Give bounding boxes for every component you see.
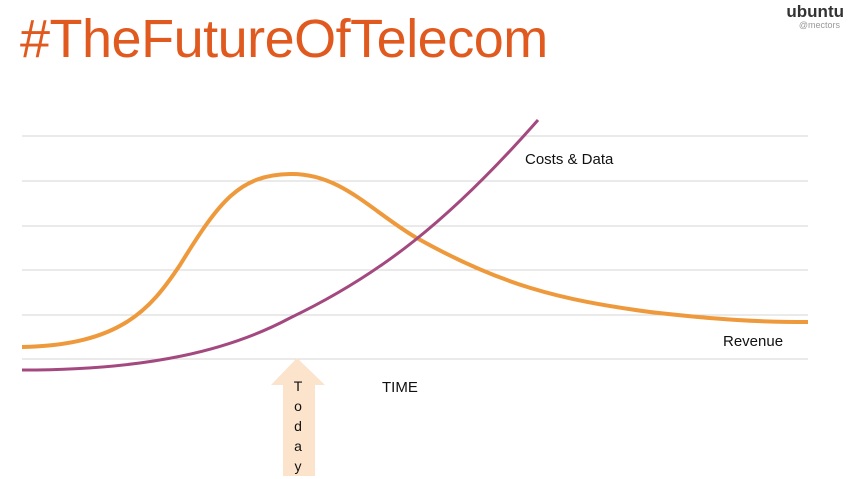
logo: ubuntu bbox=[786, 2, 844, 21]
revenue-label: Revenue bbox=[723, 333, 784, 350]
costs-curve bbox=[21, 119, 540, 372]
guide-lines bbox=[22, 135, 808, 360]
handle: @mectors bbox=[798, 20, 840, 30]
title: #TheFutureOfTelecom bbox=[20, 9, 548, 69]
today-arrow bbox=[271, 358, 325, 476]
time-label: TIME bbox=[382, 379, 418, 396]
today-label: Today bbox=[290, 378, 306, 478]
costs-label: Costs & Data bbox=[525, 151, 614, 168]
revenue-curve bbox=[21, 171, 809, 349]
